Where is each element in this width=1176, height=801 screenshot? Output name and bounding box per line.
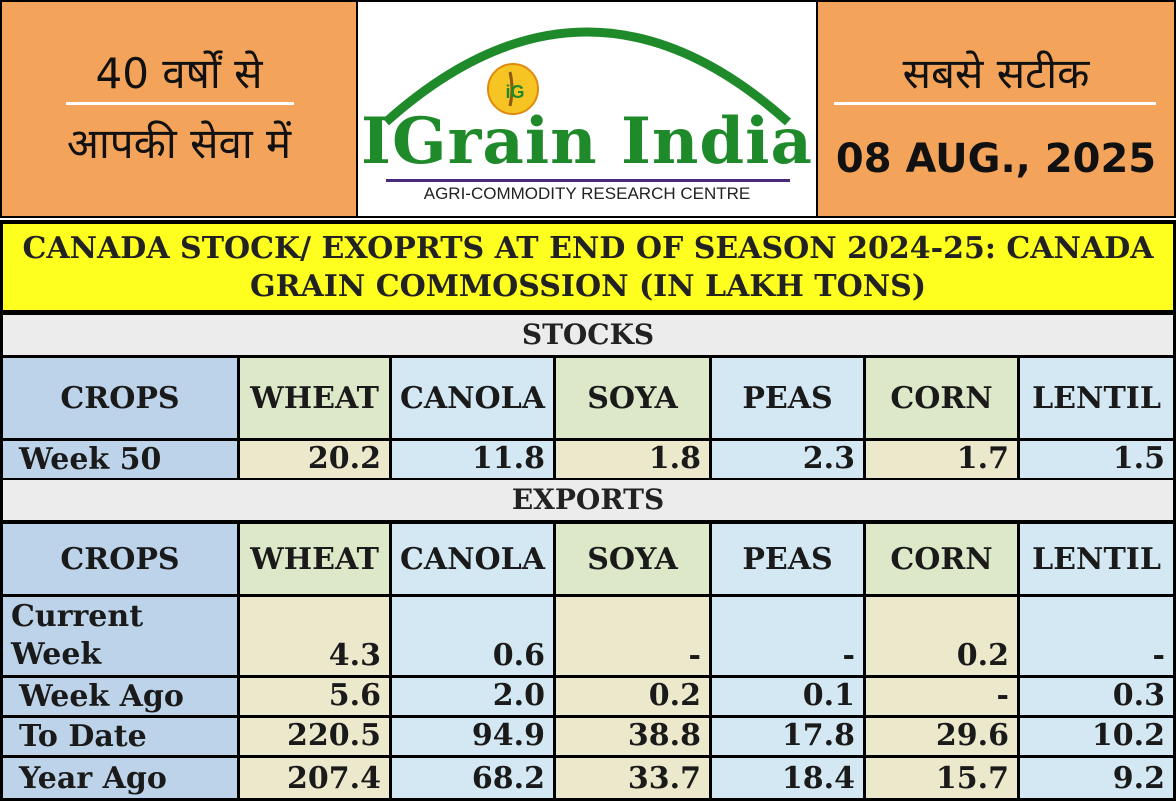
exports-cell: 207.4 bbox=[240, 758, 389, 798]
exports-cell: 9.2 bbox=[1020, 758, 1173, 798]
stocks-header-peas: PEAS bbox=[712, 358, 863, 438]
tagline-line-1: 40 वर्षों से bbox=[95, 49, 263, 98]
exports-cell: 220.5 bbox=[240, 718, 389, 755]
exports-cell: 4.3 bbox=[240, 597, 389, 675]
stocks-header-soya: SOYA bbox=[556, 358, 709, 438]
exports-header-lentil: LENTIL bbox=[1020, 524, 1173, 594]
exports-cell: - bbox=[556, 597, 709, 675]
exports-cell: 38.8 bbox=[556, 718, 709, 755]
stocks-section-title: STOCKS bbox=[3, 315, 1173, 355]
stocks-row-label: Week 50 bbox=[3, 441, 237, 478]
logo-subtitle: AGRI-COMMODITY RESEARCH CENTRE bbox=[423, 184, 751, 203]
exports-cell: 0.2 bbox=[866, 597, 1017, 675]
exports-cell: - bbox=[866, 678, 1017, 715]
header-banner: 40 वर्षों से आपकी सेवा में iG IGrain Ind… bbox=[0, 0, 1176, 218]
exports-header-canola: CANOLA bbox=[392, 524, 553, 594]
exports-row-label: To Date bbox=[3, 718, 237, 755]
exports-header-corn: CORN bbox=[866, 524, 1017, 594]
divider bbox=[834, 102, 1156, 105]
table-title-line-2: GRAIN COMMOSSION (IN LAKH TONS) bbox=[249, 269, 927, 304]
date-box: सबसे सटीक 08 AUG., 2025 bbox=[818, 2, 1174, 216]
stocks-cell: 1.5 bbox=[1020, 441, 1173, 478]
exports-header-wheat: WHEAT bbox=[240, 524, 389, 594]
divider bbox=[66, 102, 294, 105]
data-table: CANADA STOCK/ EXOPRTS AT END OF SEASON 2… bbox=[0, 220, 1176, 801]
exports-cell: 15.7 bbox=[866, 758, 1017, 798]
exports-section-title: EXPORTS bbox=[3, 480, 1173, 520]
tagline-line-2: आपकी सेवा में bbox=[66, 119, 292, 168]
logo-underline bbox=[386, 179, 790, 182]
tagline-accurate: सबसे सटीक bbox=[902, 49, 1090, 98]
exports-cell: 18.4 bbox=[712, 758, 863, 798]
exports-cell: 2.0 bbox=[392, 678, 553, 715]
exports-cell: 0.3 bbox=[1020, 678, 1173, 715]
exports-header-soya: SOYA bbox=[556, 524, 709, 594]
exports-cell: 29.6 bbox=[866, 718, 1017, 755]
stocks-cell: 1.7 bbox=[866, 441, 1017, 478]
exports-row-label: Week Ago bbox=[3, 678, 237, 715]
logo-name: IGrain India bbox=[361, 104, 813, 179]
stocks-cell: 20.2 bbox=[240, 441, 389, 478]
stocks-cell: 1.8 bbox=[556, 441, 709, 478]
stocks-header-canola: CANOLA bbox=[392, 358, 553, 438]
exports-cell: 17.8 bbox=[712, 718, 863, 755]
exports-cell: 5.6 bbox=[240, 678, 389, 715]
exports-cell: 68.2 bbox=[392, 758, 553, 798]
logo: iG IGrain India AGRI-COMMODITY RESEARCH … bbox=[358, 2, 816, 216]
exports-cell: 0.2 bbox=[556, 678, 709, 715]
stocks-cell: 11.8 bbox=[392, 441, 553, 478]
table-title: CANADA STOCK/ EXOPRTS AT END OF SEASON 2… bbox=[3, 224, 1173, 310]
stocks-cell: 2.3 bbox=[712, 441, 863, 478]
exports-cell: 94.9 bbox=[392, 718, 553, 755]
logo-badge: iG bbox=[505, 82, 524, 102]
exports-cell: - bbox=[712, 597, 863, 675]
exports-cell: - bbox=[1020, 597, 1173, 675]
stocks-header-wheat: WHEAT bbox=[240, 358, 389, 438]
exports-cell: 0.6 bbox=[392, 597, 553, 675]
exports-cell: 10.2 bbox=[1020, 718, 1173, 755]
tagline-box: 40 वर्षों से आपकी सेवा में bbox=[2, 2, 356, 216]
stocks-header-lentil: LENTIL bbox=[1020, 358, 1173, 438]
stocks-header-crops: CROPS bbox=[3, 358, 237, 438]
report-date: 08 AUG., 2025 bbox=[835, 136, 1157, 182]
exports-header-crops: CROPS bbox=[3, 524, 237, 594]
exports-cell: 33.7 bbox=[556, 758, 709, 798]
exports-row-label: Current Week bbox=[3, 597, 237, 675]
exports-row-label: Year Ago bbox=[3, 758, 237, 798]
exports-cell: 0.1 bbox=[712, 678, 863, 715]
exports-header-peas: PEAS bbox=[712, 524, 863, 594]
logo-arc-icon: iG bbox=[382, 27, 792, 126]
table-title-line-1: CANADA STOCK/ EXOPRTS AT END OF SEASON 2… bbox=[22, 231, 1154, 266]
stocks-header-corn: CORN bbox=[866, 358, 1017, 438]
